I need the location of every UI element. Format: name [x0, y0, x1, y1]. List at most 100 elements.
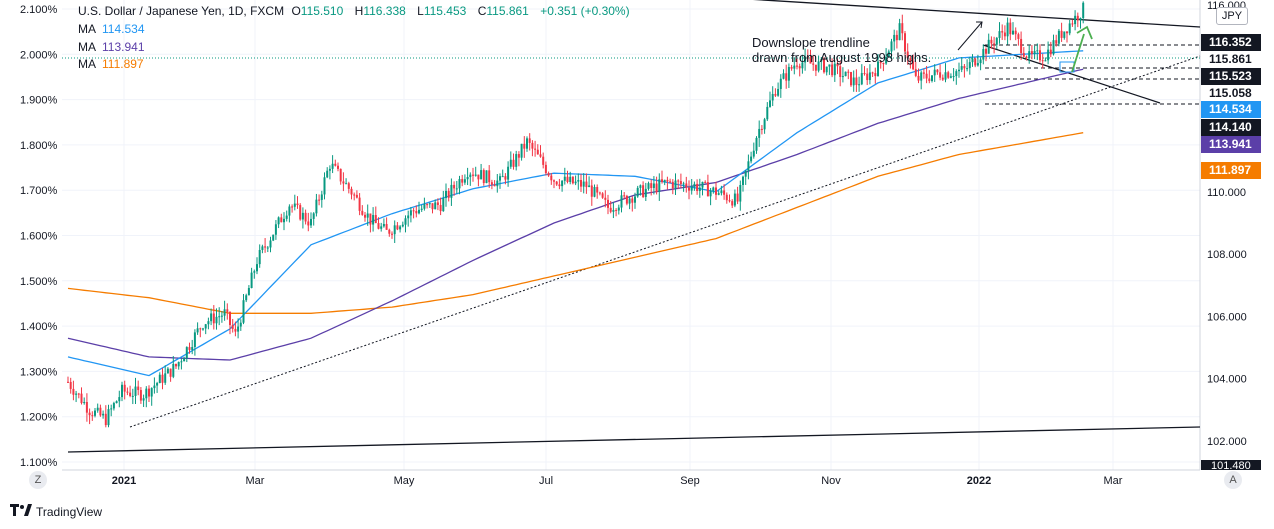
- candle: [196, 328, 199, 333]
- candle: [272, 234, 275, 241]
- candle: [99, 407, 102, 416]
- candle: [958, 69, 960, 72]
- candle: [447, 190, 450, 198]
- candle: [569, 176, 572, 182]
- candle: [131, 395, 134, 397]
- candle: [769, 100, 771, 107]
- candle: [215, 316, 218, 324]
- candle: [204, 324, 207, 329]
- ma-legend-2[interactable]: MA 113.941: [78, 40, 145, 54]
- candle: [901, 23, 904, 34]
- candle: [906, 51, 909, 59]
- candle: [544, 164, 547, 174]
- auto-scale-button[interactable]: A: [1224, 471, 1242, 489]
- candle: [512, 159, 515, 167]
- right-tick-label: 104.000: [1207, 374, 1247, 386]
- ma-legend-3[interactable]: MA 111.897: [78, 57, 144, 71]
- candle: [191, 346, 194, 350]
- right-axis: 116.000110.000108.000106.000104.000102.0…: [1201, 0, 1261, 472]
- time-axis: 2021 Mar May Jul Sep Nov 2022 Mar: [112, 475, 1123, 487]
- candle: [542, 156, 545, 165]
- tradingview-brand[interactable]: TradingView: [10, 504, 102, 519]
- low-value: 115.453: [423, 4, 467, 18]
- candle: [814, 64, 817, 71]
- candle: [882, 63, 885, 65]
- close-label: C: [477, 4, 487, 18]
- candle: [787, 67, 790, 81]
- candle: [94, 410, 96, 416]
- right-tick-label: 110.000: [1207, 187, 1246, 199]
- candle: [320, 194, 323, 200]
- right-tick-label: 102.000: [1207, 436, 1247, 448]
- candle: [250, 272, 253, 289]
- candle: [817, 61, 820, 71]
- candle: [917, 75, 920, 81]
- candle: [1020, 38, 1023, 54]
- candle: [1036, 50, 1039, 52]
- candle: [239, 322, 242, 327]
- candle: [266, 247, 269, 249]
- time-tick-label: 2022: [967, 475, 991, 487]
- zoom-button[interactable]: Z: [29, 471, 47, 489]
- currency-button[interactable]: JPY: [1216, 7, 1248, 25]
- candle: [755, 137, 758, 151]
- candle: [450, 184, 453, 198]
- left-tick-label: 1.200%: [20, 412, 58, 424]
- candle: [723, 190, 726, 195]
- candle: [620, 195, 623, 208]
- candle: [836, 63, 839, 67]
- candle: [118, 397, 121, 402]
- candle: [893, 34, 896, 42]
- candle: [1014, 30, 1017, 35]
- candle: [169, 368, 172, 377]
- candle: [936, 69, 939, 73]
- ma-legend-1[interactable]: MA 114.534: [78, 22, 145, 36]
- candle: [466, 177, 469, 180]
- candle: [823, 59, 825, 73]
- candle: [180, 361, 183, 363]
- candle: [161, 374, 164, 383]
- candle: [104, 413, 107, 426]
- candle: [1076, 15, 1079, 21]
- candle: [912, 61, 915, 70]
- candle: [758, 128, 761, 138]
- candle: [615, 209, 618, 211]
- candle: [299, 205, 302, 220]
- candle: [366, 213, 369, 218]
- candle: [742, 176, 744, 186]
- candle: [674, 180, 677, 189]
- price-label-bg: [1201, 119, 1261, 136]
- price-label-bg: [1201, 162, 1261, 179]
- candle: [879, 61, 882, 64]
- candle: [185, 347, 188, 359]
- candle: [550, 175, 553, 181]
- candle: [312, 213, 315, 219]
- left-tick-label: 1.800%: [20, 140, 58, 152]
- candle: [164, 373, 167, 383]
- ma-short-line: [67, 50, 1084, 377]
- candle: [728, 200, 731, 202]
- candle: [145, 388, 148, 399]
- price-label: 111.897: [1209, 163, 1251, 177]
- candle: [453, 184, 456, 189]
- candle: [112, 403, 115, 409]
- green-projection-arrow: [1071, 33, 1085, 73]
- time-tick-label: Sep: [680, 475, 700, 487]
- candle: [974, 58, 977, 66]
- candle: [871, 72, 874, 74]
- candle: [85, 402, 88, 413]
- tradingview-logo-icon: [10, 504, 32, 519]
- price-label-bg: [1201, 68, 1261, 85]
- candle: [760, 128, 763, 130]
- candle: [234, 328, 237, 332]
- candle: [242, 300, 245, 323]
- candle: [229, 311, 231, 326]
- candle: [796, 65, 798, 67]
- candle: [296, 203, 299, 206]
- candle: [982, 49, 985, 60]
- candle: [291, 206, 294, 208]
- candle: [115, 401, 118, 404]
- left-tick-label: 1.400%: [20, 321, 58, 333]
- symbol-title[interactable]: U.S. Dollar / Japanese Yen, 1D, FXCM: [78, 4, 285, 18]
